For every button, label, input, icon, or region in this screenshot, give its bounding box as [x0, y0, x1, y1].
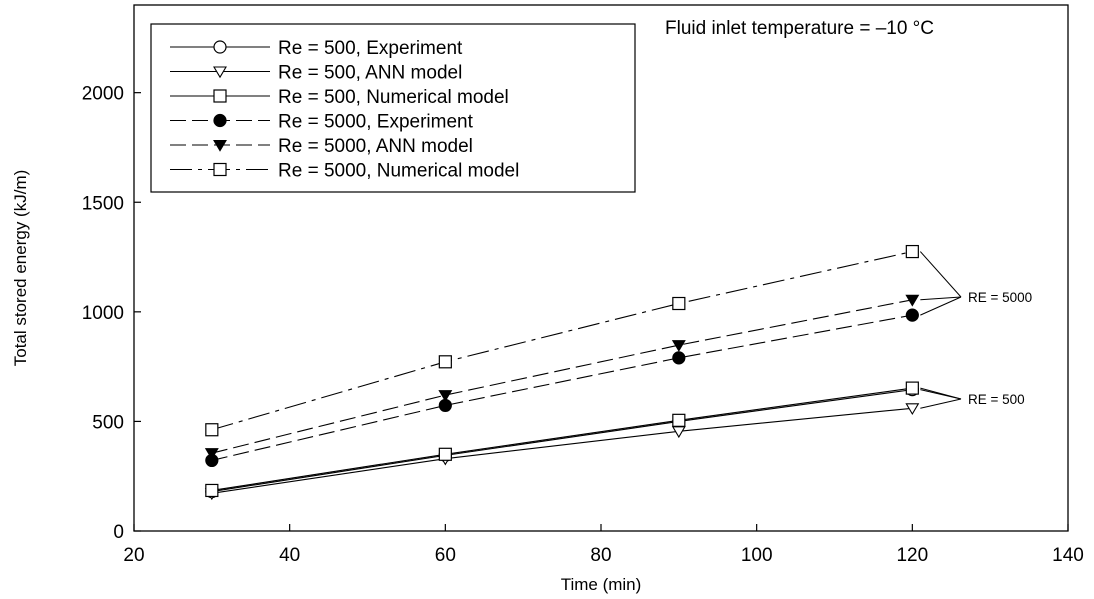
- triangle-marker: [905, 294, 920, 307]
- x-tick-label: 140: [1052, 545, 1084, 566]
- x-tick-label: 60: [435, 545, 456, 566]
- legend-label: Re = 500, Numerical model: [278, 87, 509, 108]
- triangle-marker: [671, 340, 686, 352]
- square-marker: [205, 423, 219, 437]
- circle-marker: [905, 308, 919, 322]
- series-line: [211, 407, 913, 494]
- data-series: [204, 244, 920, 501]
- square-marker: [672, 296, 686, 311]
- series-line: [211, 251, 913, 431]
- square-marker: [213, 89, 227, 103]
- x-tick-label: 40: [279, 545, 300, 566]
- square-marker: [905, 381, 919, 395]
- circle-marker: [213, 113, 227, 128]
- circle-marker: [213, 40, 227, 54]
- square-marker: [438, 447, 452, 461]
- triangle-marker: [905, 403, 920, 416]
- triangle-marker: [204, 448, 219, 460]
- series-6: [205, 244, 919, 437]
- x-tick-label: 80: [590, 545, 611, 566]
- inlet-temperature-annotation: Fluid inlet temperature = –10 °C: [665, 18, 934, 39]
- y-tick-label: 1000: [82, 303, 124, 324]
- series-line: [211, 314, 913, 461]
- legend-label: Re = 500, Experiment: [278, 38, 463, 59]
- group-label: RE = 500: [968, 392, 1025, 407]
- legend-label: Re = 5000, Numerical model: [278, 161, 519, 182]
- square-marker: [205, 483, 219, 498]
- square-marker: [438, 355, 452, 369]
- x-tick-label: 100: [741, 545, 773, 566]
- y-tick-label: 2000: [82, 84, 124, 105]
- legend-label: Re = 5000, Experiment: [278, 112, 474, 133]
- triangle-marker: [213, 139, 227, 152]
- group-leader-line: [920, 398, 962, 409]
- y-tick-label: 500: [92, 412, 124, 433]
- circle-marker: [672, 351, 686, 365]
- legend-box: [150, 23, 636, 193]
- series-4: [205, 308, 919, 468]
- square-marker: [905, 244, 919, 259]
- legend-label: Re = 5000, ANN model: [278, 136, 473, 157]
- axes: 20 40 60 80 100 120 140 0 500 1000 1500 2000: [82, 84, 1084, 566]
- series-2: [204, 403, 920, 501]
- group-label: RE = 5000: [968, 290, 1032, 305]
- group-labels: RE = 5000 RE = 500: [919, 251, 1032, 409]
- y-tick-label: 1500: [82, 193, 124, 214]
- series-line: [211, 387, 913, 491]
- group-leader-line: [920, 296, 962, 316]
- y-tick-label: 0: [113, 522, 124, 543]
- x-tick-label: 120: [896, 545, 928, 566]
- series-line: [211, 299, 913, 454]
- legend: Re = 500, Experiment Re = 500, ANN model R…: [170, 38, 519, 182]
- x-axis-title: Time (min): [561, 575, 642, 594]
- square-marker: [672, 413, 686, 427]
- series-5: [204, 294, 920, 460]
- series-3: [205, 381, 919, 498]
- group-leader-line: [920, 387, 962, 400]
- square-marker: [213, 162, 227, 177]
- triangle-marker: [438, 390, 453, 402]
- series-line: [211, 389, 913, 493]
- y-axis-title: Total stored energy (kJ/m): [11, 170, 30, 367]
- group-leader-line: [919, 251, 962, 298]
- group-leader-line: [920, 296, 962, 301]
- x-tick-label: 20: [123, 545, 144, 566]
- triangle-marker: [213, 66, 227, 79]
- legend-label: Re = 500, ANN model: [278, 63, 462, 84]
